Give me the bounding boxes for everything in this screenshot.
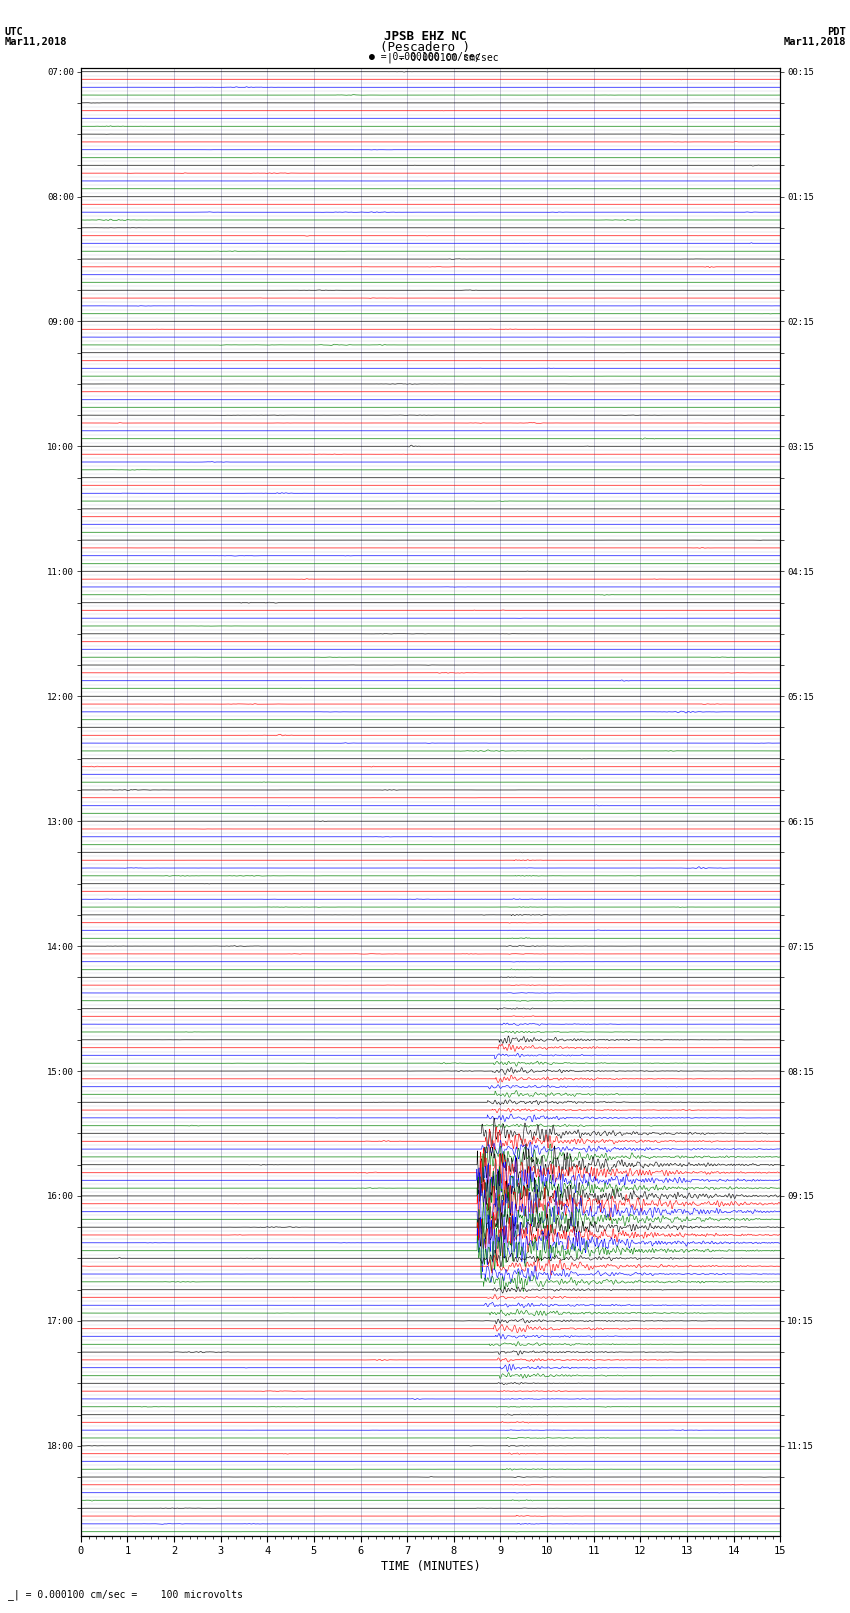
Text: ● = 0.000100 cm/sec: ● = 0.000100 cm/sec <box>369 52 481 63</box>
Text: PDT: PDT <box>827 27 846 37</box>
Text: JPSB EHZ NC: JPSB EHZ NC <box>383 31 467 44</box>
X-axis label: TIME (MINUTES): TIME (MINUTES) <box>381 1560 480 1573</box>
Text: Mar11,2018: Mar11,2018 <box>4 37 67 47</box>
Text: (Pescadero ): (Pescadero ) <box>380 40 470 55</box>
Text: Mar11,2018: Mar11,2018 <box>783 37 846 47</box>
Text: | = 0.000100 cm/sec: | = 0.000100 cm/sec <box>387 53 498 63</box>
Text: UTC: UTC <box>4 27 23 37</box>
Text: _| = 0.000100 cm/sec =    100 microvolts: _| = 0.000100 cm/sec = 100 microvolts <box>8 1589 243 1600</box>
